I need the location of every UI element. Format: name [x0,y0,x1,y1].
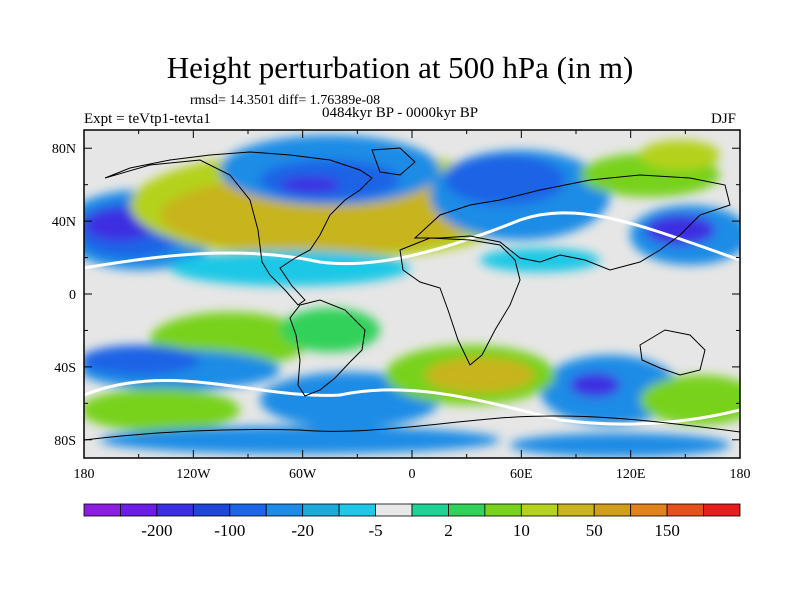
chart-title: Height perturbation at 500 hPa (in m) [166,50,634,85]
colorbar-swatch [666,503,704,517]
x-tick-label: 180 [74,467,95,482]
colorbar-swatch [448,503,486,517]
colorbar-swatch [229,503,267,517]
colorbar-swatch [520,503,559,517]
x-tick-label: 0 [409,467,416,482]
coastline [413,174,731,271]
anomaly-region [570,373,620,397]
colorbar-label: -200 [141,521,172,540]
x-tick-label: 120W [176,467,211,482]
coastline [289,299,366,397]
anomaly-region [480,248,600,272]
anomaly-region [84,388,240,432]
y-tick-label: 40N [52,215,76,230]
y-tick-label: 80S [54,434,76,449]
colorbar-label: -100 [214,521,245,540]
colorbar-swatch [375,503,413,517]
colorbar-label: 2 [444,521,453,540]
colorbar-swatch [411,503,449,517]
x-tick-label: 180 [730,467,751,482]
y-axis: 80N 40N 0 40S 80S [52,142,740,449]
anomaly-region [84,345,200,375]
y-tick-label: 80N [52,142,76,157]
anomaly-region [425,357,535,393]
anomaly-region [645,215,715,245]
height-field-map [84,130,740,458]
period-label: 0484kyr BP - 0000kyr BP [322,105,479,121]
x-tick-label: 120E [616,467,646,482]
season-label: DJF [711,111,737,127]
anomaly-region [280,308,380,352]
colorbar: -200 -100 -20 -5 2 10 50 150 [83,503,741,540]
colorbar-swatch [120,503,158,517]
colorbar-swatch [593,503,632,517]
anomaly-region [100,426,500,454]
colorbar-label: 10 [513,521,530,540]
zero-contour [84,211,740,270]
anomaly-region [640,375,740,425]
colorbar-swatch [83,503,121,517]
anomaly-region [445,155,565,205]
x-tick-label: 60W [289,467,317,482]
colorbar-swatch [338,503,376,517]
y-tick-label: 40S [54,361,76,376]
colorbar-label: 50 [586,521,603,540]
x-axis: 180 120W 60W 0 60E 120E 180 [74,130,751,482]
stats-text: rmsd= 14.3501 diff= 1.76389e-08 [190,93,381,108]
experiment-label: Expt = teVtp1-tevta1 [84,111,211,127]
colorbar-label: -20 [291,521,314,540]
coastline [399,237,521,366]
coastline [104,151,373,306]
colorbar-swatch [265,503,304,517]
colorbar-swatch [302,503,340,517]
colorbar-swatch [156,503,194,517]
anomaly-region [280,177,340,193]
zero-contour [84,379,740,426]
colorbar-swatch [557,503,595,517]
colorbar-swatch [192,503,231,517]
anomaly-region [170,250,410,286]
coastline [639,329,706,376]
colorbar-swatch [484,503,522,517]
coastline [371,147,416,176]
colorbar-swatch [703,503,741,517]
colorbar-label: 150 [654,521,680,540]
anomaly-region [640,140,720,170]
x-tick-label: 60E [510,467,533,482]
colorbar-swatch [630,503,668,517]
anomaly-region [510,433,730,457]
coastline [84,415,740,441]
colorbar-label: -5 [368,521,382,540]
y-tick-label: 0 [69,288,76,303]
